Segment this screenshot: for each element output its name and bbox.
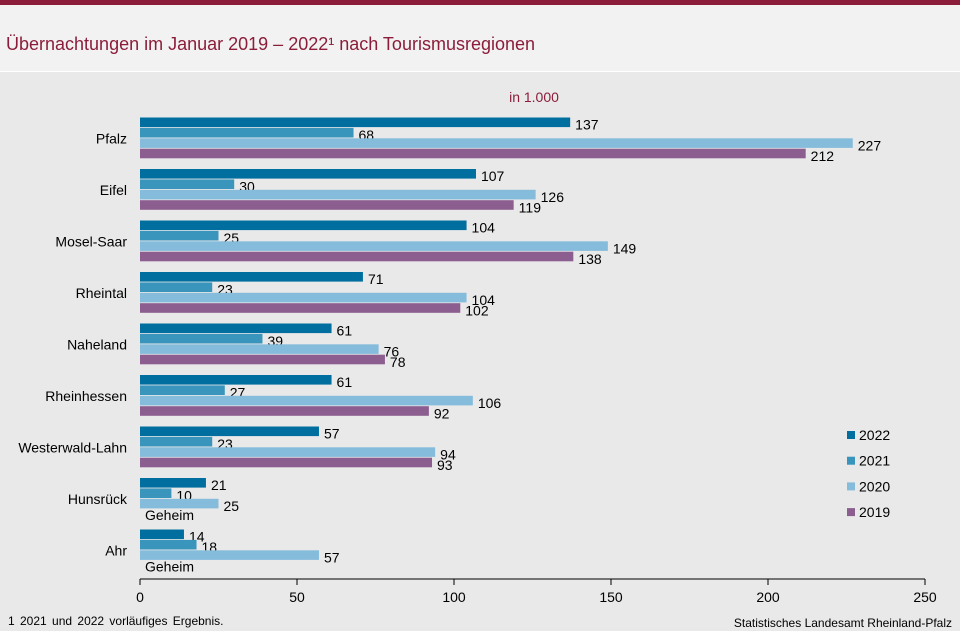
bar-2019 [140, 303, 461, 313]
top-accent-bar [0, 0, 960, 5]
bar-2021 [140, 179, 235, 189]
legend-label: 2019 [859, 504, 890, 520]
data-label: 107 [481, 168, 505, 184]
category-label: Eifel [100, 182, 127, 198]
bar-2022 [140, 478, 206, 488]
bar-2022 [140, 529, 184, 540]
bar-2021 [140, 333, 263, 344]
bar-2019 [140, 148, 806, 159]
bar-2020 [140, 292, 467, 303]
data-label: 57 [324, 550, 340, 566]
bar-2022 [140, 426, 319, 437]
bar-2020 [140, 550, 319, 560]
bar-2020 [140, 241, 608, 251]
bar-2019 [140, 354, 385, 365]
category-label: Naheland [67, 336, 127, 352]
bar-2021 [140, 282, 213, 292]
category-label: Rheinhessen [45, 388, 127, 404]
legend-swatch-2020 [847, 482, 855, 491]
category-label: Hunsrück [68, 491, 128, 507]
bar-2020 [140, 138, 853, 148]
data-label: 104 [472, 292, 496, 308]
bar-2022 [140, 272, 363, 282]
legend-label: 2020 [859, 478, 890, 494]
bar-2019 [140, 457, 433, 468]
legend-swatch-2021 [847, 456, 855, 465]
bar-2021 [140, 436, 213, 447]
bar-2019 [140, 200, 514, 210]
data-label: 102 [465, 302, 489, 318]
data-label: 21 [211, 477, 227, 493]
bar-2021 [140, 127, 354, 138]
bar-2022 [140, 220, 467, 231]
data-label: 212 [811, 148, 835, 164]
chart-header: Übernachtungen im Januar 2019 – 2022¹ na… [0, 5, 960, 72]
bar-2022 [140, 323, 332, 334]
category-label: Rheintal [76, 285, 127, 301]
bar-2021 [140, 488, 172, 498]
data-label: 104 [472, 220, 496, 236]
bar-2020 [140, 498, 219, 509]
data-label: 78 [390, 354, 406, 370]
data-label: 61 [337, 374, 353, 390]
footnote: 1 2021 und 2022 vorläufiges Ergebnis. [8, 614, 224, 628]
bar-2020 [140, 395, 473, 406]
category-label: Ahr [105, 542, 127, 558]
x-tick-label: 200 [756, 589, 780, 605]
chart-title: Übernachtungen im Januar 2019 – 2022¹ na… [6, 34, 536, 54]
bar-2020 [140, 447, 436, 457]
missing-value-label: Geheim [145, 558, 194, 574]
data-label: 76 [384, 344, 400, 360]
data-label: 57 [324, 426, 340, 442]
data-label: 106 [478, 395, 502, 411]
data-label: 138 [578, 251, 602, 267]
bar-2022 [140, 375, 332, 385]
source-credit: Statistisches Landesamt Rheinland-Pfalz [733, 616, 952, 630]
data-label: 71 [368, 271, 384, 287]
data-label: 93 [437, 457, 453, 473]
bar-2020 [140, 344, 379, 354]
data-label: 61 [337, 323, 353, 339]
data-label: 137 [575, 117, 599, 133]
category-label: Pfalz [96, 130, 127, 146]
missing-value-label: Geheim [145, 507, 194, 523]
x-tick-label: 0 [136, 589, 144, 605]
x-tick-label: 150 [599, 589, 623, 605]
bar-2022 [140, 117, 571, 128]
legend-label: 2022 [859, 427, 890, 443]
bar-2020 [140, 189, 536, 200]
data-label: 25 [224, 498, 240, 514]
data-label: 227 [858, 138, 882, 154]
legend-label: 2021 [859, 453, 890, 469]
data-label: 92 [434, 405, 450, 421]
data-label: 149 [613, 241, 637, 257]
x-tick-label: 250 [913, 589, 937, 605]
bar-2022 [140, 169, 476, 179]
x-tick-label: 100 [442, 589, 466, 605]
legend-swatch-2022 [847, 431, 855, 439]
category-label: Westerwald-Lahn [18, 439, 127, 455]
bar-2019 [140, 251, 574, 262]
bar-2021 [140, 385, 225, 395]
bar-2019 [140, 406, 429, 416]
bar-2021 [140, 539, 197, 550]
data-label: 119 [519, 199, 542, 215]
legend-swatch-2019 [847, 508, 855, 517]
unit-label: in 1.000 [509, 89, 559, 105]
data-label: 94 [440, 447, 456, 463]
x-tick-label: 50 [289, 589, 305, 605]
data-label: 126 [541, 189, 565, 205]
bar-2021 [140, 230, 219, 241]
category-label: Mosel-Saar [55, 233, 127, 249]
